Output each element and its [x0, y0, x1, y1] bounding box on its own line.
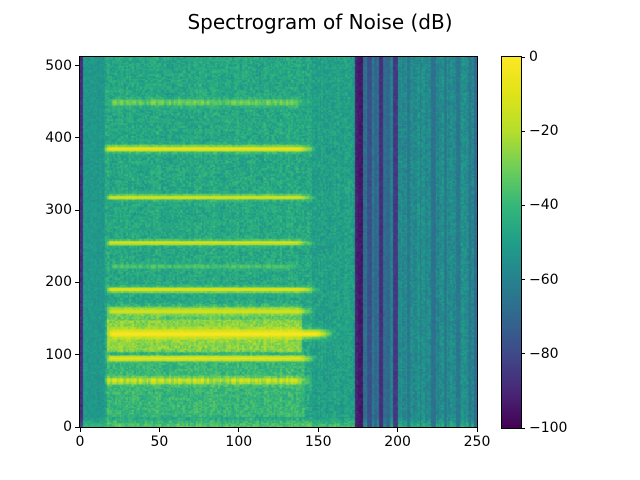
y-axis-tick	[75, 354, 79, 356]
x-axis-tick-label: 200	[384, 434, 411, 450]
colorbar-tick-label: −80	[529, 345, 559, 362]
colorbar-tick	[521, 204, 525, 206]
y-axis-tick	[75, 65, 79, 67]
x-axis-tick	[317, 428, 319, 432]
chart-title: Spectrogram of Noise (dB)	[187, 10, 453, 34]
colorbar-tick-label: 0	[529, 49, 538, 65]
y-axis-tick	[75, 137, 79, 139]
colorbar-tick	[521, 353, 525, 355]
y-axis-tick	[75, 209, 79, 211]
y-axis-tick-label: 200	[45, 274, 72, 291]
x-axis-tick-label: 250	[463, 434, 491, 450]
x-axis-tick-label: 150	[304, 434, 332, 450]
y-axis-tick-label: 400	[45, 129, 72, 146]
colorbar-tick	[521, 56, 525, 58]
y-axis-tick-label: 100	[45, 346, 72, 363]
spectrogram-heatmap	[80, 57, 477, 427]
x-axis-tick	[476, 428, 478, 432]
colorbar-tick-label: −60	[529, 271, 559, 288]
y-axis-tick-label: 500	[45, 57, 72, 74]
x-axis-tick-label: 0	[75, 434, 85, 450]
x-axis-tick	[397, 428, 399, 432]
colorbar-tick-label: −40	[529, 197, 559, 214]
colorbar-gradient	[502, 57, 521, 428]
plot-area	[79, 56, 478, 428]
colorbar-tick	[521, 130, 525, 132]
colorbar-tick	[521, 427, 525, 429]
y-axis-tick	[75, 281, 79, 283]
colorbar-tick-label: −100	[529, 420, 568, 436]
x-axis-tick	[238, 428, 240, 432]
colorbar-tick	[521, 279, 525, 281]
y-axis-tick	[75, 426, 79, 428]
colorbar	[501, 56, 522, 429]
x-axis-tick	[158, 428, 160, 432]
y-axis-tick-label: 300	[45, 202, 72, 219]
x-axis-tick-label: 100	[225, 434, 253, 450]
y-axis-tick-label: 0	[63, 419, 72, 435]
colorbar-tick-label: −20	[529, 123, 559, 140]
x-axis-tick-label: 50	[150, 434, 169, 450]
x-axis-tick	[79, 428, 81, 432]
